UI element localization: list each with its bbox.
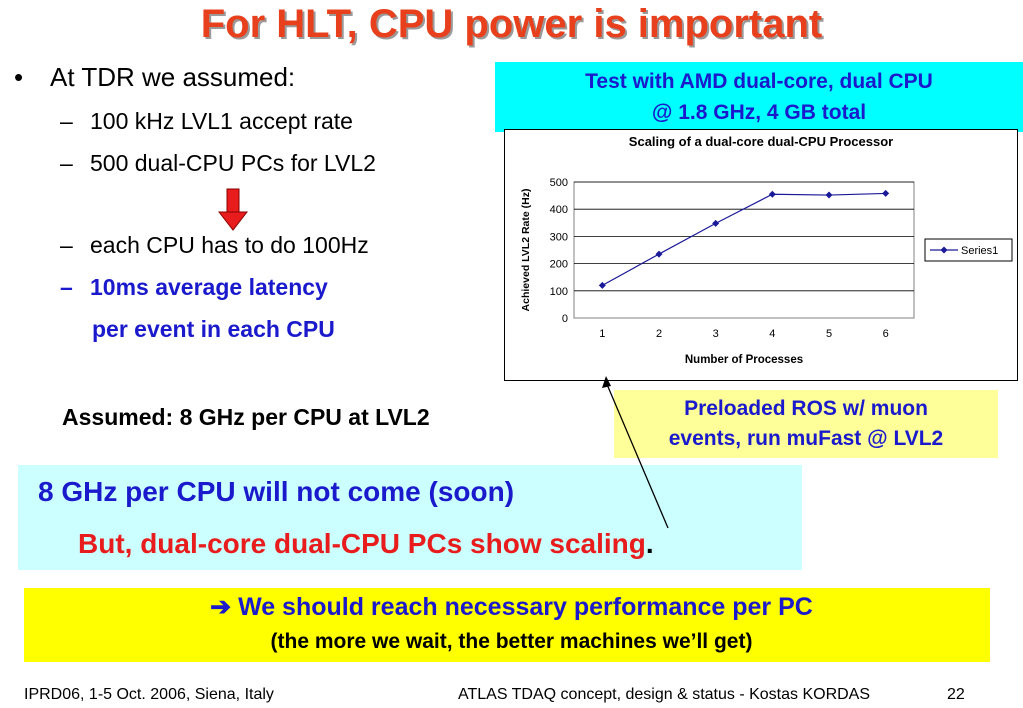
bullet-main: At TDR we assumed: xyxy=(50,62,296,92)
summary-box xyxy=(24,588,990,662)
assumed-statement: Assumed: 8 GHz per CPU at LVL2 xyxy=(62,404,430,430)
bullet-dot: • xyxy=(14,62,24,92)
conclusion-line-1: 8 GHz per CPU will not come (soon) xyxy=(38,476,515,507)
preloaded-ros-box: Preloaded ROS w/ muon events, run muFast… xyxy=(614,390,998,458)
y-axis-ticks: 0 100 200 300 400 500 xyxy=(550,177,568,325)
dash-4: – xyxy=(60,274,73,300)
sub-item-3: each CPU has to do 100Hz xyxy=(90,232,369,258)
summary-line-1: ➔ We should reach necessary performance … xyxy=(0,592,1023,622)
dash-2: – xyxy=(60,150,73,176)
x-axis-label: Number of Processes xyxy=(685,354,803,366)
y-tick-label: 400 xyxy=(550,204,568,216)
preload-line-1: Preloaded ROS w/ muon xyxy=(684,397,928,420)
data-point xyxy=(598,281,606,289)
x-tick-label: 3 xyxy=(713,328,719,340)
y-tick-label: 200 xyxy=(550,259,568,271)
test-setup-box: Test with AMD dual-core, dual CPU @ 1.8 … xyxy=(495,62,1023,132)
sub-item-2: 500 dual-CPU PCs for LVL2 xyxy=(90,150,376,176)
conclusion-line-2-period: . xyxy=(645,528,654,559)
y-tick-label: 100 xyxy=(550,286,568,298)
x-tick-label: 1 xyxy=(599,328,605,340)
legend-marker xyxy=(940,246,948,254)
sub-item-4: 10ms average latency xyxy=(90,274,328,300)
data-point xyxy=(712,219,720,227)
x-tick-label: 5 xyxy=(826,328,832,340)
summary-line-1-text: We should reach necessary performance pe… xyxy=(238,593,813,621)
legend-box xyxy=(924,238,1013,262)
slide-title: For HLT, CPU power is important xyxy=(200,2,823,46)
footer-conference: IPRD06, 1-5 Oct. 2006, Siena, Italy xyxy=(24,686,274,703)
conclusion-box xyxy=(18,465,802,570)
series-points xyxy=(598,189,890,289)
data-point xyxy=(655,250,663,258)
footer-talk-title: ATLAS TDAQ concept, design & status - Ko… xyxy=(458,686,871,703)
test-setup-line-2: @ 1.8 GHz, 4 GB total xyxy=(651,101,867,124)
x-tick-label: 6 xyxy=(883,328,889,340)
dash-3: – xyxy=(60,232,73,258)
scaling-chart: Scaling of a dual-core dual-CPU Processo… xyxy=(504,129,1018,381)
chart-title: Scaling of a dual-core dual-CPU Processo… xyxy=(629,134,893,149)
data-point xyxy=(882,189,890,197)
x-tick-label: 2 xyxy=(656,328,662,340)
x-axis-ticks: 1 2 3 4 5 6 xyxy=(599,328,888,340)
series-line xyxy=(602,192,886,286)
legend-series-name: Series1 xyxy=(961,245,998,257)
test-setup-line-1: Test with AMD dual-core, dual CPU xyxy=(585,70,933,93)
data-point xyxy=(825,191,833,199)
y-tick-label: 300 xyxy=(550,231,568,243)
right-arrow-icon: ➔ xyxy=(210,593,232,621)
dash-1: – xyxy=(60,108,73,134)
conclusion-line-2-text: But, dual-core dual-CPU PCs show scaling xyxy=(78,528,646,559)
footer-page-number: 22 xyxy=(947,686,965,703)
y-axis-label: Achieved LVL2 Rate (Hz) xyxy=(520,189,532,312)
summary-line-2: (the more we wait, the better machines w… xyxy=(270,630,753,653)
conclusion-line-2: But, dual-core dual-CPU PCs show scaling… xyxy=(78,528,654,560)
down-arrow-icon xyxy=(218,188,248,231)
data-point xyxy=(768,190,776,198)
x-tick-label: 4 xyxy=(769,328,775,340)
sub-item-1: 100 kHz LVL1 accept rate xyxy=(90,108,353,134)
sub-item-4-continued: per event in each CPU xyxy=(92,316,335,342)
preload-line-2: events, run muFast @ LVL2 xyxy=(668,427,944,450)
y-tick-label: 500 xyxy=(550,177,568,189)
y-tick-label: 0 xyxy=(562,313,568,325)
